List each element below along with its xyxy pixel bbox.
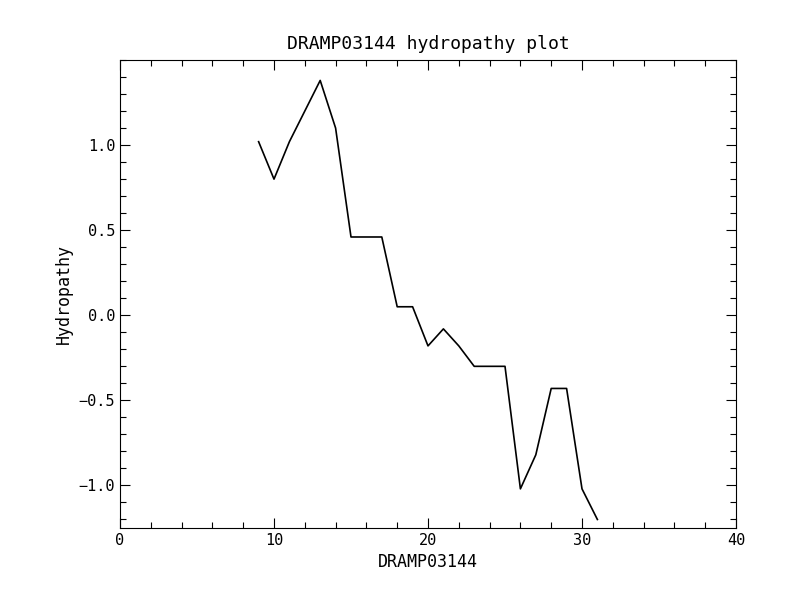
Title: DRAMP03144 hydropathy plot: DRAMP03144 hydropathy plot [286, 35, 570, 53]
Y-axis label: Hydropathy: Hydropathy [55, 244, 73, 344]
X-axis label: DRAMP03144: DRAMP03144 [378, 553, 478, 571]
